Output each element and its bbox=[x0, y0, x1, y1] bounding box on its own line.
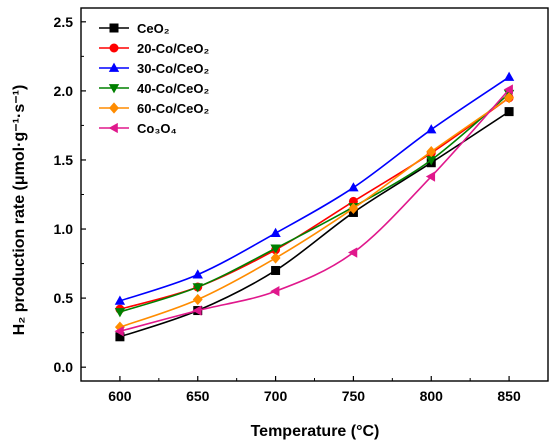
data-point bbox=[270, 286, 280, 297]
y-tick-label: 0.5 bbox=[54, 290, 74, 306]
x-tick-label: 850 bbox=[497, 388, 521, 404]
series-5 bbox=[114, 84, 513, 337]
legend-item: 40-Co/CeO₂ bbox=[99, 81, 209, 96]
tick-labels: 600 650 700 750 800 850 0.0 0.5 1.0 1.5 2.0 2.5 bbox=[54, 14, 521, 404]
legend-item: 20-Co/CeO₂ bbox=[99, 41, 209, 56]
series-line bbox=[119, 110, 510, 338]
legend-marker bbox=[108, 62, 120, 72]
x-tick-label: 750 bbox=[342, 388, 366, 404]
data-point bbox=[270, 252, 281, 264]
y-tick-label: 1.5 bbox=[54, 152, 74, 168]
data-point bbox=[192, 305, 202, 316]
series-line bbox=[119, 88, 510, 333]
data-point bbox=[270, 244, 281, 254]
data-point bbox=[426, 146, 437, 158]
series-2 bbox=[114, 71, 515, 305]
data-point bbox=[115, 332, 125, 342]
y-tick-label: 2.5 bbox=[54, 14, 74, 30]
series-layer bbox=[114, 71, 515, 342]
legend-marker bbox=[109, 23, 119, 33]
legend-label: 20-Co/CeO₂ bbox=[137, 41, 209, 56]
data-point bbox=[348, 202, 359, 214]
data-point bbox=[503, 84, 513, 95]
legend-label: CeO₂ bbox=[137, 21, 170, 36]
x-tick-label: 700 bbox=[264, 388, 288, 404]
x-axis-label: Temperature (°C) bbox=[251, 423, 380, 440]
legend-marker bbox=[108, 84, 120, 94]
data-point bbox=[114, 326, 124, 337]
legend-item: 30-Co/CeO₂ bbox=[99, 61, 209, 76]
data-point bbox=[192, 293, 203, 306]
x-tick-label: 650 bbox=[186, 388, 210, 404]
series-line bbox=[119, 97, 510, 310]
y-tick-label: 0.0 bbox=[54, 359, 74, 375]
data-point bbox=[271, 265, 281, 275]
series-4 bbox=[114, 92, 515, 333]
data-point bbox=[270, 227, 281, 238]
data-point bbox=[192, 269, 203, 279]
data-point bbox=[425, 171, 436, 182]
data-point bbox=[426, 156, 437, 166]
data-point bbox=[114, 308, 126, 318]
legend: CeO₂ 20-Co/CeO₂ 30-Co/CeO₂ 40-Co/CeO₂ 60-Co/… bbox=[99, 21, 209, 136]
legend-label: 30-Co/CeO₂ bbox=[137, 61, 209, 76]
x-tick-label: 600 bbox=[108, 388, 132, 404]
legend-item: CeO₂ bbox=[99, 21, 170, 36]
legend-label: Co₃O₄ bbox=[137, 121, 177, 136]
legend-item: Co₃O₄ bbox=[99, 121, 177, 136]
data-point bbox=[426, 124, 437, 134]
legend-label: 60-Co/CeO₂ bbox=[137, 101, 209, 116]
legend-marker bbox=[108, 122, 118, 134]
data-point bbox=[504, 92, 515, 104]
y-tick-label: 2.0 bbox=[54, 83, 74, 99]
y-tick-label: 1.0 bbox=[54, 221, 74, 237]
legend-marker bbox=[109, 43, 119, 53]
data-point bbox=[348, 247, 358, 258]
legend-item: 60-Co/CeO₂ bbox=[99, 101, 209, 116]
data-point bbox=[192, 283, 203, 293]
legend-marker bbox=[109, 102, 119, 114]
series-line bbox=[119, 93, 510, 313]
y-axis-label: H₂ production rate (μmol·g⁻¹·s⁻¹) bbox=[11, 85, 28, 336]
data-point bbox=[504, 107, 514, 117]
data-point bbox=[503, 71, 515, 81]
data-point bbox=[348, 182, 359, 192]
series-line bbox=[119, 76, 510, 302]
legend-label: 40-Co/CeO₂ bbox=[137, 81, 209, 96]
axis-ticks bbox=[81, 21, 510, 381]
x-tick-label: 800 bbox=[420, 388, 444, 404]
series-line bbox=[119, 97, 510, 328]
data-point bbox=[114, 295, 126, 305]
